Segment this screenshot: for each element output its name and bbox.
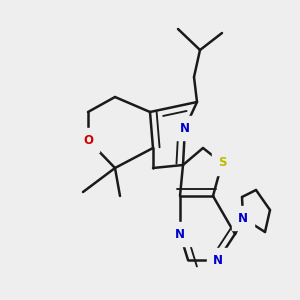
Text: O: O bbox=[83, 134, 93, 146]
Text: N: N bbox=[180, 122, 190, 134]
Text: S: S bbox=[218, 157, 226, 169]
Text: N: N bbox=[238, 212, 248, 224]
Text: N: N bbox=[213, 254, 223, 266]
Text: N: N bbox=[175, 227, 185, 241]
